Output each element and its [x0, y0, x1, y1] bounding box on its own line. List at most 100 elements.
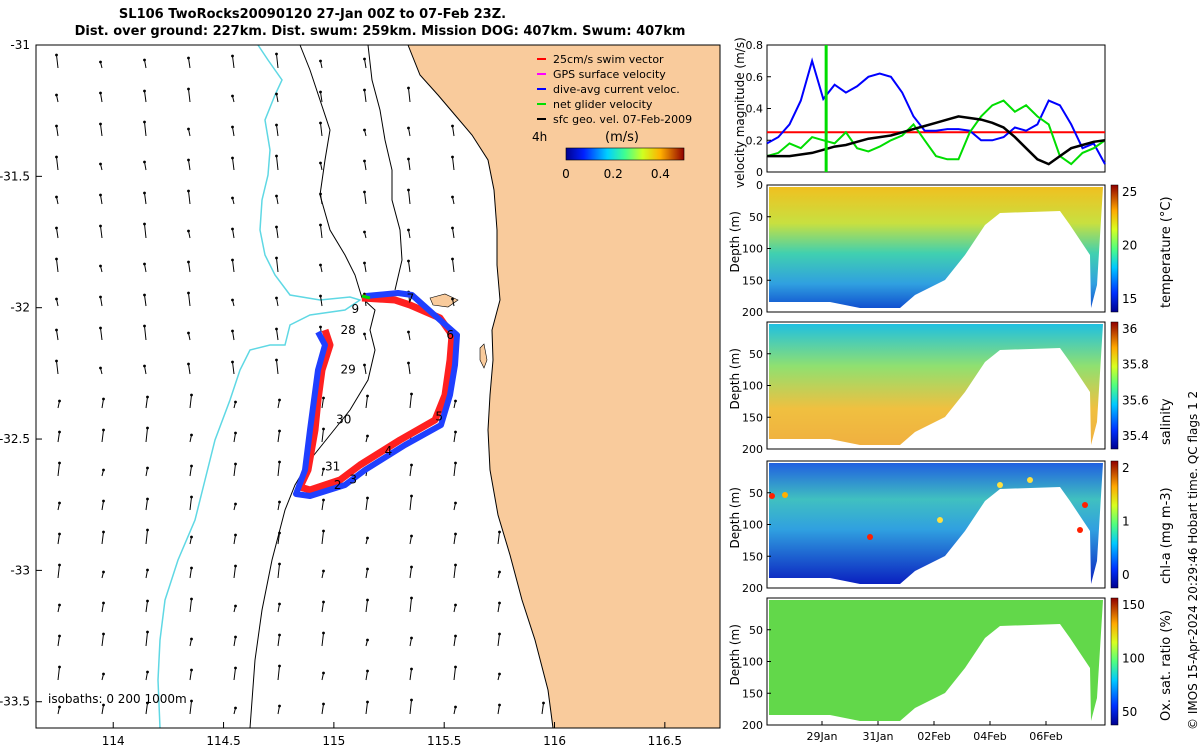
geo-velocity-arrow — [57, 564, 60, 579]
colorbar-label: temperature (°C) — [1159, 196, 1174, 308]
depth-tick-label: 0 — [756, 179, 763, 192]
geo-velocity-arrow-head — [407, 126, 410, 130]
map-x-ticks: 114 114.5 115 115.5 116 116.5 — [102, 722, 682, 748]
geo-velocity-arrow — [188, 57, 191, 69]
velocity-y-ticks: 0 0.2 0.4 0.6 0.8 — [746, 39, 771, 179]
geo-velocity-arrow-head — [102, 570, 105, 574]
coastline — [407, 44, 554, 729]
velocity-y-tick-label: 0.8 — [746, 39, 764, 52]
depth-tick-label: 100 — [742, 656, 763, 669]
geo-velocity-arrow — [321, 530, 324, 545]
geo-velocity-arrow-head — [407, 188, 410, 192]
track-day-label: 2 — [334, 478, 342, 492]
colorbar-tick-label: 15 — [1122, 292, 1137, 306]
geo-velocity-arrow — [57, 431, 60, 443]
geo-velocity-arrow-head — [190, 393, 193, 397]
geo-velocity-arrow — [188, 292, 191, 307]
depth-ylabel: Depth (m) — [728, 211, 742, 272]
geo-velocity-arrow-head — [146, 497, 149, 501]
map-x-tick-label: 116.5 — [648, 734, 682, 748]
isobaths-label: isobaths: 0 200 1000m — [48, 692, 187, 706]
geo-velocity-arrow — [232, 259, 235, 273]
geo-velocity-arrow-head — [275, 327, 278, 331]
geo-velocity-arrow-head — [143, 89, 146, 93]
time-tick-label: 02Feb — [917, 730, 950, 743]
geo-velocity-arrow-head — [366, 700, 369, 704]
geo-velocity-arrow-head — [146, 701, 149, 705]
legend-entry: 25cm/s swim vector — [553, 53, 664, 66]
geo-velocity-arrow-head — [319, 325, 322, 329]
depth-tick-label: 150 — [742, 411, 763, 424]
geo-velocity-arrow — [101, 398, 104, 409]
geo-velocity-arrow-head — [410, 596, 413, 600]
geo-velocity-arrow-head — [55, 93, 58, 97]
colorbar-tick-label: 35.6 — [1122, 393, 1149, 407]
geo-velocity-arrow-head — [234, 604, 237, 608]
geo-velocity-arrow-head — [319, 263, 322, 267]
geo-velocity-arrow-head — [143, 58, 146, 62]
geo-velocity-arrow-head — [190, 566, 193, 570]
geo-velocity-arrow-head — [498, 672, 501, 676]
geo-velocity-arrow-head — [146, 670, 149, 674]
track-day-label: 30 — [336, 412, 351, 426]
geo-velocity-arrow-head — [322, 396, 325, 400]
geo-velocity-arrow — [276, 257, 279, 273]
geo-velocity-arrow-head — [319, 294, 322, 298]
geo-velocity-arrow-head — [58, 430, 61, 434]
geo-velocity-arrow — [189, 598, 192, 613]
geo-velocity-arrow — [233, 432, 236, 443]
geo-velocity-arrow-head — [322, 702, 325, 706]
section-data-fill — [769, 187, 1103, 308]
geo-velocity-arrow-head — [187, 291, 190, 295]
velocity-ylabel: velocity magnitude (m/s) — [733, 37, 747, 188]
geo-velocity-arrow-head — [190, 699, 193, 703]
geo-velocity-arrow-head — [102, 703, 105, 707]
legend-entry: net glider velocity — [553, 98, 653, 111]
geo-velocity-arrow-head — [275, 256, 278, 260]
geo-velocity-arrow — [408, 362, 411, 375]
geo-velocity-arrow-head — [102, 499, 105, 503]
geo-velocity-arrow — [321, 601, 324, 613]
geo-velocity-arrow-head — [363, 57, 366, 61]
geo-velocity-arrow-head — [454, 532, 457, 536]
colorbar — [565, 147, 685, 161]
geo-velocity-arrow-head — [231, 125, 234, 129]
geo-velocity-arrow-head — [278, 664, 281, 668]
geo-velocity-arrow-head — [363, 332, 366, 336]
geo-velocity-arrow — [276, 226, 279, 239]
geo-velocity-arrow — [276, 53, 279, 69]
geo-velocity-arrow — [320, 295, 323, 307]
geo-velocity-arrow-head — [319, 192, 322, 196]
geo-velocity-arrow — [365, 670, 368, 681]
geo-velocity-arrow-head — [234, 431, 237, 435]
time-tick-label: 06Feb — [1029, 730, 1062, 743]
geo-velocity-arrow-head — [58, 563, 61, 567]
geo-velocity-arrow — [101, 633, 104, 647]
geo-velocity-arrow — [145, 427, 148, 443]
depth-tick-label: 50 — [749, 211, 763, 224]
colorbar-side-label: 4h — [532, 130, 547, 144]
track-green — [361, 294, 371, 300]
geo-velocity-arrow-head — [187, 87, 190, 91]
geo-velocity-arrow — [365, 395, 368, 409]
geo-velocity-arrow-head — [454, 399, 457, 403]
geo-velocity-arrows — [55, 52, 545, 715]
geo-velocity-arrow — [365, 599, 368, 613]
map-legend: 25cm/s swim vector GPS surface velocity di… — [537, 53, 692, 126]
geo-velocity-arrow-head — [454, 634, 457, 638]
isobath-200m — [157, 44, 362, 729]
geo-velocity-arrow-head — [366, 434, 369, 438]
geo-velocity-arrow-head — [234, 462, 237, 466]
geo-velocity-arrow-head — [99, 91, 102, 95]
chl-hotspot — [1077, 527, 1083, 533]
map-y-tick-label: -32.5 — [0, 432, 30, 446]
geo-velocity-arrow-head — [102, 397, 105, 401]
geo-velocity-arrow — [276, 328, 279, 341]
geo-velocity-arrow — [100, 225, 103, 239]
geo-velocity-arrow-head — [187, 362, 190, 366]
section-data-fill — [769, 324, 1103, 445]
geo-velocity-arrow — [320, 122, 323, 137]
geo-velocity-arrow — [453, 533, 456, 545]
geo-velocity-arrow-head — [451, 297, 454, 301]
